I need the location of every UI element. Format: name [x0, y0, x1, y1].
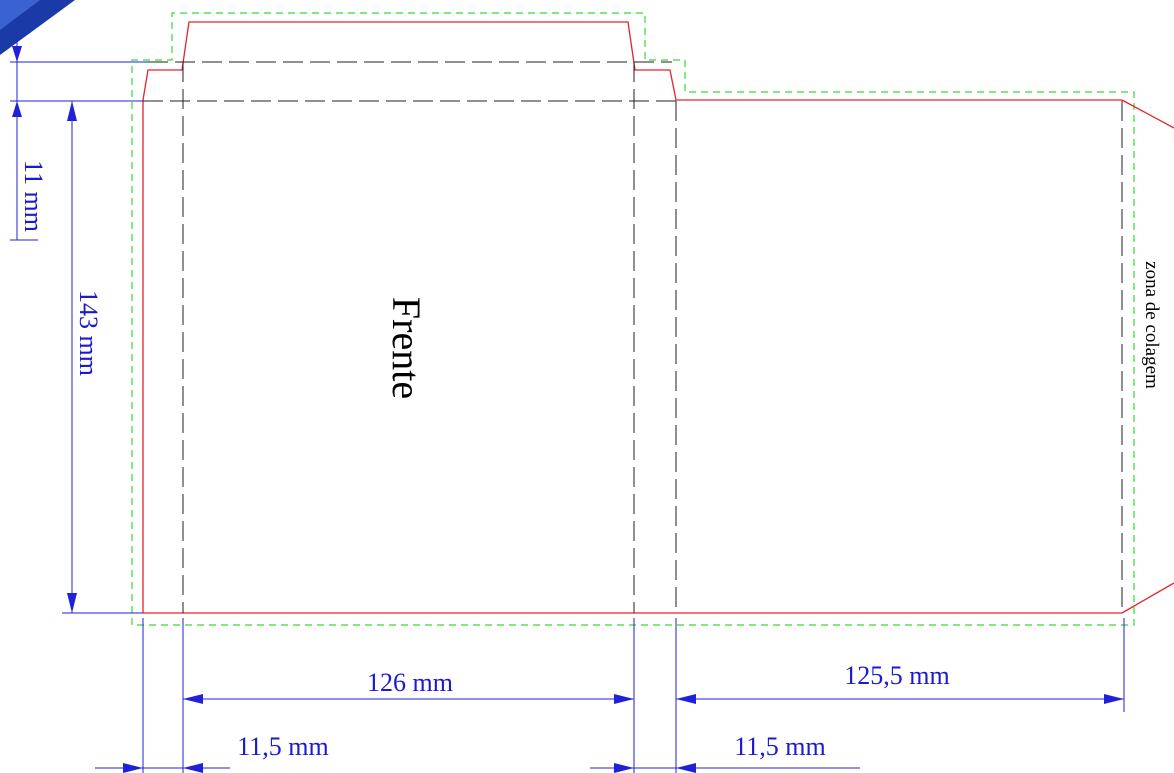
dim-label-spine-left: 11,5 mm	[237, 732, 328, 761]
dim-arrow-tab-top	[12, 46, 22, 62]
dim-arrow-front-right	[614, 694, 634, 704]
dim-arrow-panel-bottom	[67, 593, 77, 613]
corner-mark-highlight	[0, 0, 40, 30]
dim-label-panel-height: 143 mm	[74, 290, 103, 376]
cut-glue-flap-bottom	[1121, 582, 1174, 614]
dim-arrow-tab-bottom	[12, 101, 22, 117]
dim-arrow-spine-right-b	[676, 763, 696, 773]
dim-arrow-spine-left-a	[123, 763, 143, 773]
dim-label-tab-height: 11 mm	[19, 160, 48, 232]
dim-label-back-width: 125,5 mm	[844, 661, 949, 690]
cut-glue-flap-top	[1121, 99, 1174, 129]
dim-arrow-spine-left-b	[183, 763, 203, 773]
dim-arrow-back-left	[676, 694, 696, 704]
cut-outline-left-panel	[142, 21, 1122, 613]
dim-label-front-width: 126 mm	[367, 668, 453, 697]
front-panel-label: Frente	[384, 297, 429, 399]
dim-arrow-front-left	[183, 694, 203, 704]
glue-zone-label: zona de colagem	[1141, 261, 1162, 389]
dim-arrow-panel-top	[67, 101, 77, 121]
dim-arrow-back-right	[1104, 694, 1124, 704]
dim-arrow-spine-right-a	[614, 763, 634, 773]
bleed-outline	[131, 12, 1135, 626]
dim-label-spine-right: 11,5 mm	[734, 732, 825, 761]
